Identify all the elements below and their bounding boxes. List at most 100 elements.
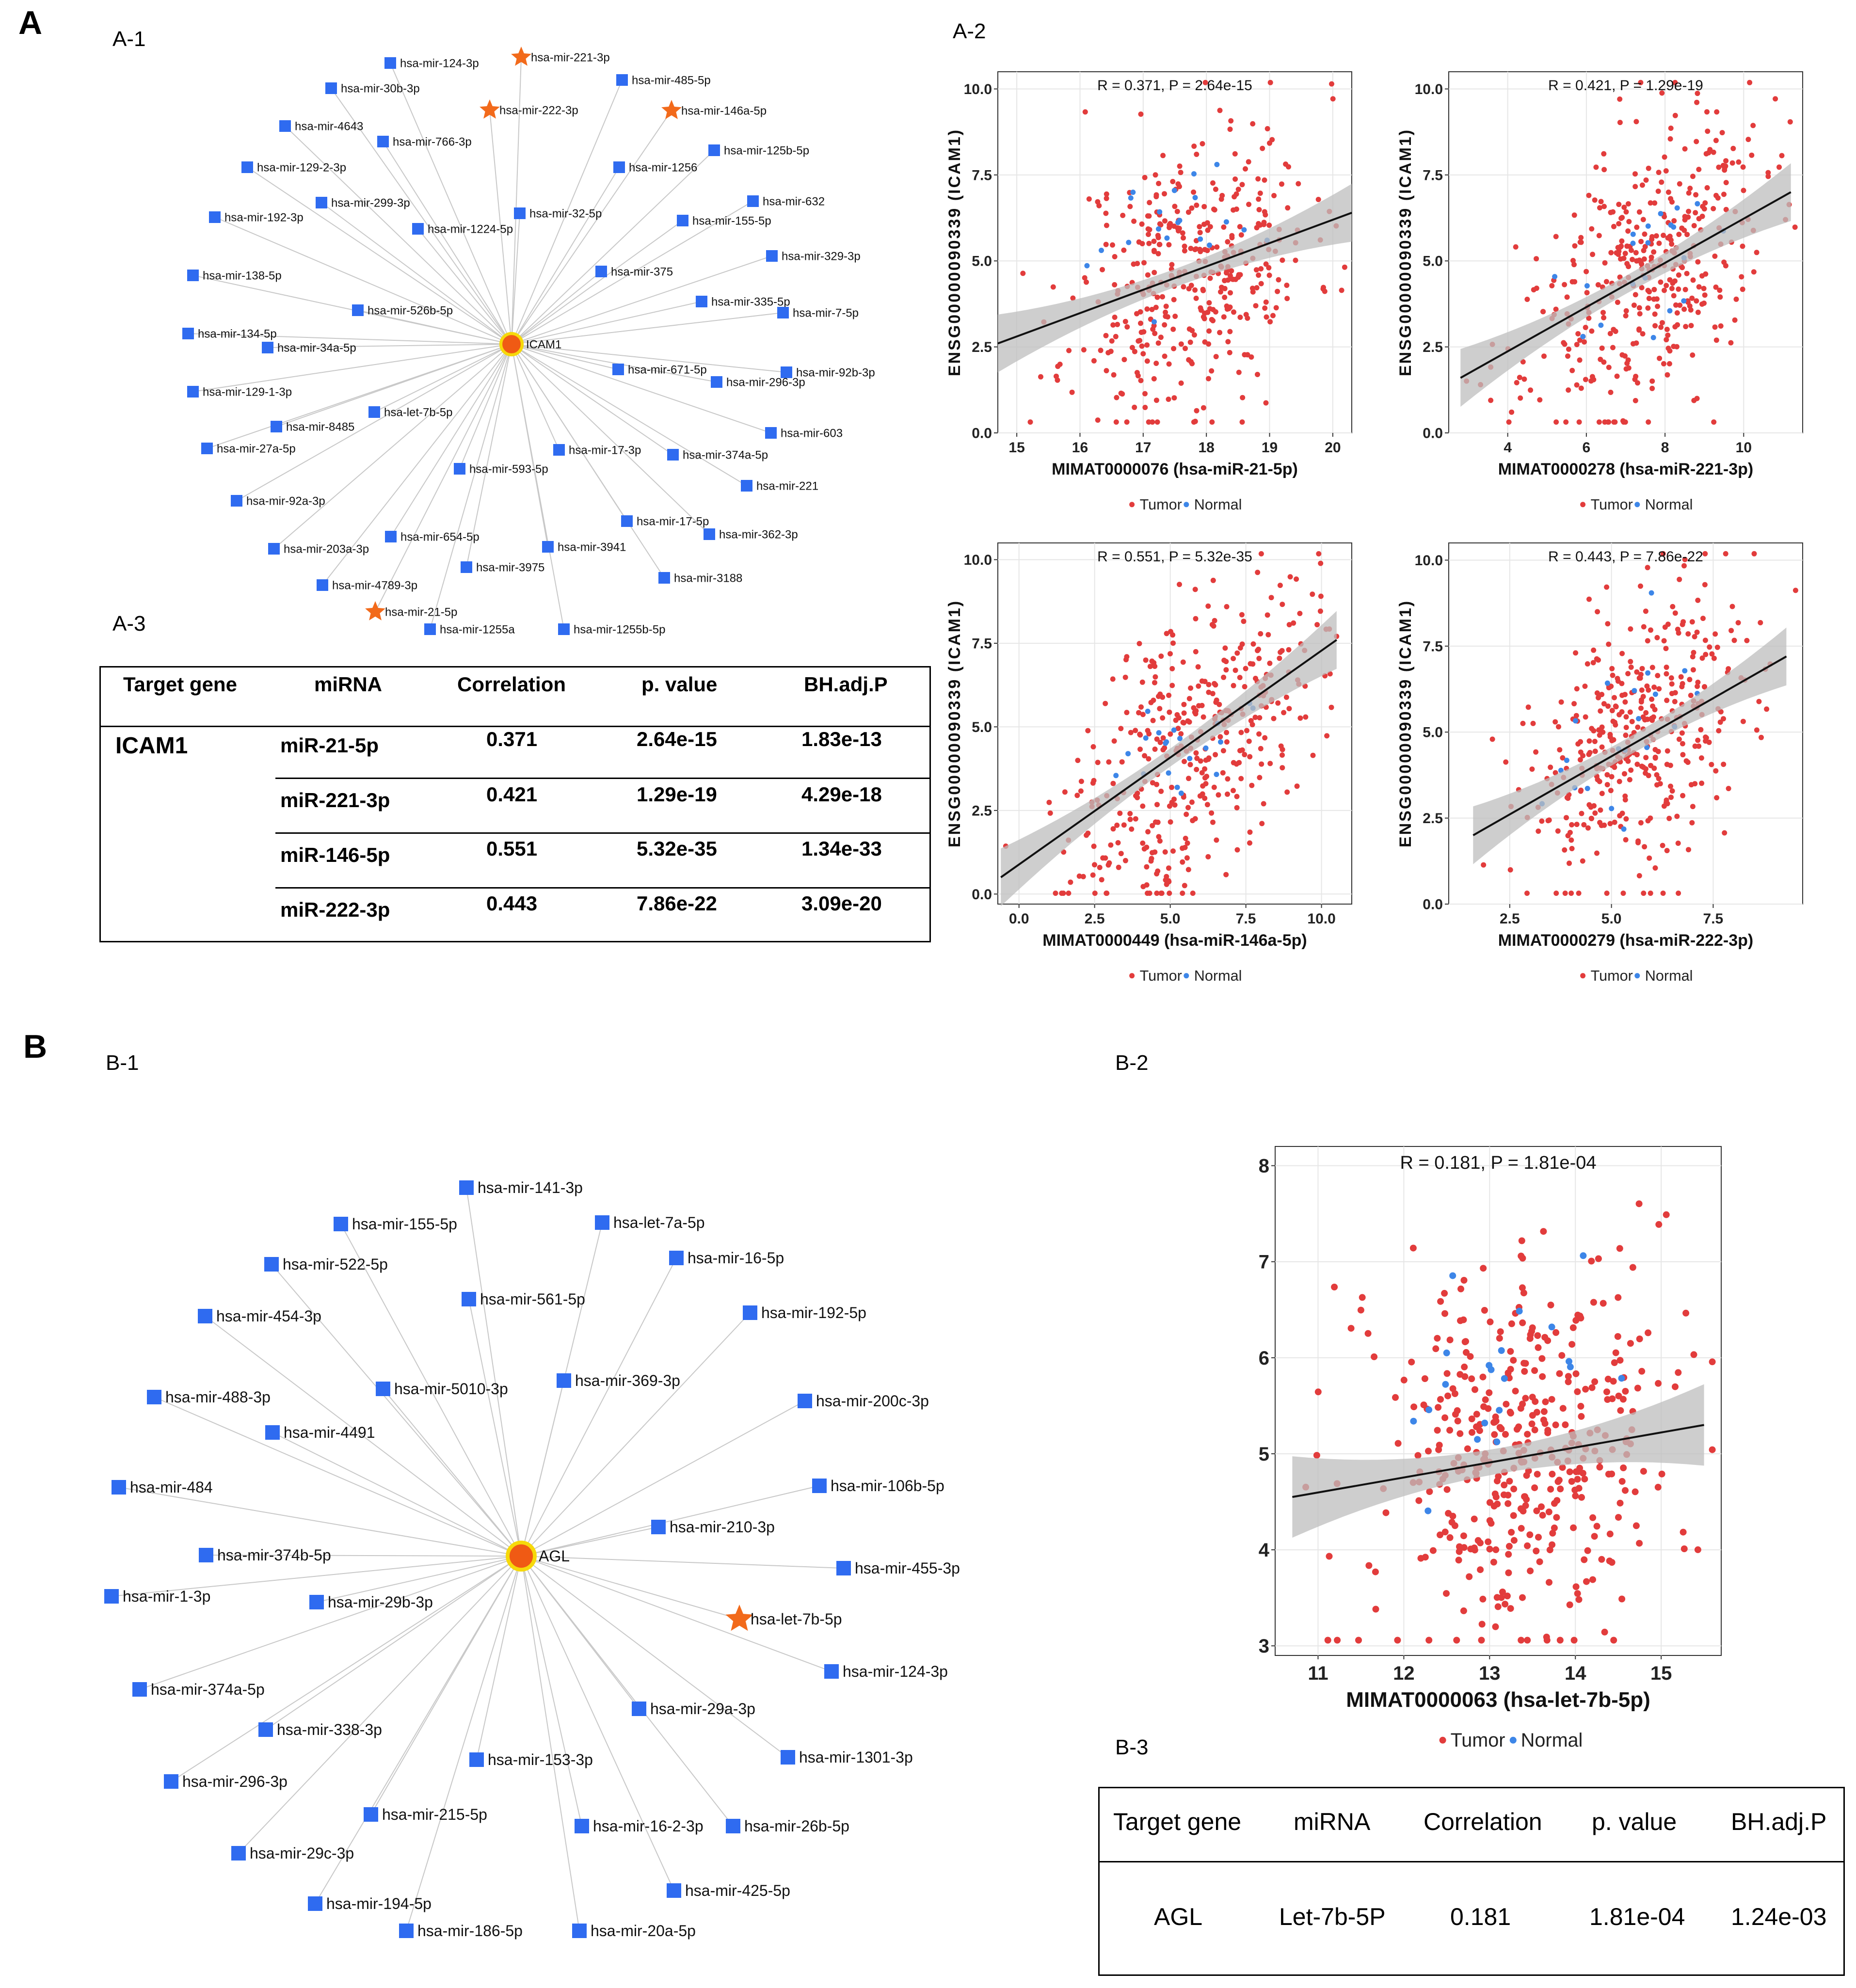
network-node-hsa-mir-106b-5p: hsa-mir-106b-5p xyxy=(812,1477,944,1495)
tumor-point xyxy=(1193,708,1199,714)
node-label: hsa-mir-16-5p xyxy=(688,1249,784,1267)
edge-hsa-mir-766-3p xyxy=(383,141,512,345)
tumor-point xyxy=(1233,191,1239,197)
tumor-point xyxy=(1446,1534,1454,1541)
normal-point xyxy=(1645,240,1651,246)
tumor-point xyxy=(1569,1324,1577,1331)
network-node-hsa-mir-29c-3p: hsa-mir-29c-3p xyxy=(231,1845,354,1862)
tumor-point xyxy=(1565,1373,1572,1380)
tumor-point xyxy=(1569,367,1575,373)
edge-hsa-mir-3188 xyxy=(511,344,665,578)
tumor-point xyxy=(1105,350,1111,356)
tumor-point xyxy=(1078,779,1084,784)
tumor-point xyxy=(1694,1546,1701,1553)
node-label: hsa-mir-27a-5p xyxy=(217,442,296,455)
tumor-point xyxy=(1228,118,1234,124)
tumor-point xyxy=(1702,551,1708,557)
tumor-point xyxy=(1671,293,1677,299)
tumor-point xyxy=(1604,891,1610,896)
tumor-point xyxy=(1640,217,1646,223)
tumor-point xyxy=(1284,789,1290,795)
tumor-point xyxy=(1217,734,1223,740)
tumor-point xyxy=(1303,714,1309,720)
normal-point xyxy=(1580,1252,1587,1259)
tumor-point xyxy=(1583,714,1588,720)
tumor-point xyxy=(1137,732,1143,737)
tumor-point xyxy=(1690,1351,1697,1358)
tumor-point xyxy=(1242,684,1248,689)
tumor-point xyxy=(1583,1578,1590,1585)
tumor-point xyxy=(1164,874,1169,879)
tumor-point xyxy=(1472,1386,1478,1393)
square-node-icon xyxy=(595,266,607,277)
node-label: hsa-let-7b-5p xyxy=(384,406,452,419)
tumor-point xyxy=(1686,190,1692,196)
tumor-point xyxy=(1158,334,1164,340)
tumor-point xyxy=(1151,660,1157,666)
tumor-point xyxy=(1147,200,1152,206)
node-label: hsa-mir-125b-5p xyxy=(724,144,809,157)
tumor-point xyxy=(1575,1596,1583,1603)
tumor-point xyxy=(1677,576,1682,582)
tumor-point xyxy=(1110,322,1116,328)
tumor-point xyxy=(1787,119,1793,125)
edge-hsa-mir-488-3p xyxy=(154,1397,522,1557)
edge-hsa-mir-186-5p xyxy=(406,1556,522,1931)
tumor-point xyxy=(1225,776,1231,782)
tumor-point xyxy=(1267,80,1273,85)
normal-point xyxy=(1218,739,1223,745)
tumor-point xyxy=(1610,345,1616,350)
tumor-point xyxy=(1574,342,1580,348)
tumor-point xyxy=(1112,315,1118,320)
tumor-point xyxy=(1509,409,1515,415)
tumor-point xyxy=(1681,306,1687,312)
tumor-point xyxy=(1649,717,1655,723)
normal-point xyxy=(1516,1307,1523,1315)
tumor-point xyxy=(1620,891,1626,896)
tumor-point xyxy=(1482,1396,1489,1403)
tumor-point xyxy=(1719,130,1725,136)
network-node-hsa-mir-215-5p: hsa-mir-215-5p xyxy=(364,1806,487,1823)
tumor-point xyxy=(1676,630,1681,636)
tumor-point xyxy=(1177,582,1182,588)
tumor-point xyxy=(1608,209,1614,215)
tumor-point xyxy=(1662,154,1667,160)
square-node-icon xyxy=(164,1774,178,1789)
tumor-point xyxy=(1636,873,1642,878)
normal-point xyxy=(1163,740,1168,746)
network-node-hsa-mir-593-5p: hsa-mir-593-5p xyxy=(454,462,548,476)
square-node-icon xyxy=(316,197,327,208)
node-label: hsa-mir-454-3p xyxy=(216,1307,321,1325)
edge-hsa-mir-296-3p xyxy=(511,344,717,382)
tumor-point xyxy=(1547,1302,1554,1309)
tumor-point xyxy=(1661,233,1666,238)
tumor-point xyxy=(1633,250,1639,255)
tumor-point xyxy=(1297,611,1303,616)
tumor-point xyxy=(1229,268,1234,274)
tumor-point xyxy=(1090,744,1096,749)
square-node-icon xyxy=(553,444,565,456)
tumor-point xyxy=(1562,282,1568,287)
tumor-point xyxy=(1623,714,1629,720)
normal-point xyxy=(1156,226,1161,232)
square-node-icon xyxy=(424,623,436,635)
tumor-point xyxy=(1520,1289,1527,1297)
tumor-point xyxy=(1105,862,1111,868)
tumor-point xyxy=(1310,752,1316,758)
tumor-point xyxy=(1642,244,1648,250)
tumor-point xyxy=(1198,249,1203,254)
tumor-point xyxy=(1334,1637,1341,1644)
tumor-point xyxy=(1651,286,1657,292)
tumor-point xyxy=(1216,792,1221,798)
data-points xyxy=(1302,1200,1716,1644)
edge-hsa-mir-654-5p xyxy=(390,344,512,537)
node-label: hsa-mir-29a-3p xyxy=(650,1700,755,1718)
edge-hsa-mir-593-5p xyxy=(459,344,512,469)
tumor-point xyxy=(1195,664,1201,670)
tumor-point xyxy=(1196,683,1201,689)
tumor-point xyxy=(1068,879,1073,885)
tumor-point xyxy=(1318,593,1324,599)
square-node-icon xyxy=(667,1883,681,1898)
square-node-icon xyxy=(385,531,397,542)
tumor-point xyxy=(1625,671,1631,677)
